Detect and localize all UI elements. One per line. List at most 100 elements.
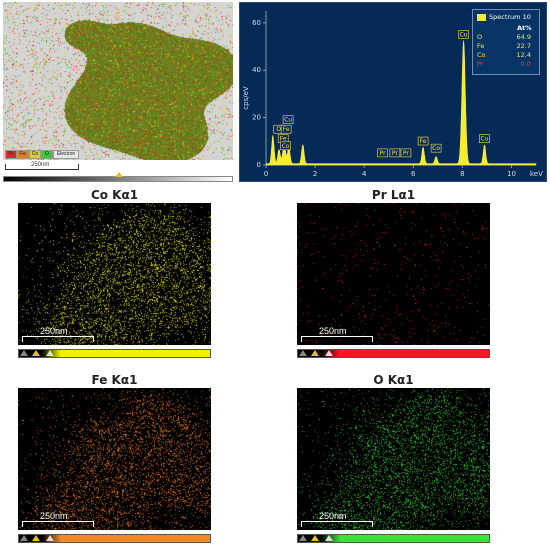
composition-element: Fe: [477, 42, 485, 50]
spectrum-x-tick-label: 2: [313, 170, 317, 178]
colorbar-min-marker-co[interactable]: [20, 350, 28, 356]
peak-label-co[interactable]: Co: [280, 141, 291, 151]
peak-label-text: Fe: [283, 126, 290, 133]
composite-scalebar: [5, 164, 79, 170]
colorbar-mid-marker-o[interactable]: [311, 535, 319, 541]
colorbar-max-marker-o[interactable]: [325, 535, 333, 541]
colorbar-max-marker-co[interactable]: [46, 350, 54, 356]
peak-label-text: Fe: [280, 136, 287, 143]
composite-scale-label: 250nm: [31, 162, 50, 168]
scalebar-pr: [301, 336, 373, 342]
spectrum-x-tick-label: 6: [411, 170, 416, 178]
composition-row-pr: Pr 0.0: [477, 60, 535, 69]
peak-label-box: [377, 148, 388, 158]
peak-label-fe[interactable]: Fe: [417, 136, 429, 146]
peak-label-fe[interactable]: Fe: [280, 124, 292, 134]
map-image-o[interactable]: 250nm: [297, 388, 490, 530]
colorbar-max-marker-pr[interactable]: [325, 350, 333, 356]
spectrum-y-tick-label: 40: [252, 66, 261, 74]
peak-label-box: [280, 124, 292, 134]
composition-value: 64.9: [516, 33, 531, 41]
composite-scalebar-area: 250nm: [3, 162, 233, 174]
colorbar-max-marker-fe[interactable]: [46, 535, 54, 541]
spectrum-legend-swatch: [477, 14, 486, 21]
peak-label-text: Pr: [392, 150, 399, 157]
peak-label-text: Pr: [403, 150, 410, 157]
peak-label-pr[interactable]: Pr: [377, 148, 388, 158]
colorbar-min-marker-pr[interactable]: [299, 350, 307, 356]
spectrum-y-axis-label: cps/eV: [242, 86, 250, 110]
element-map-co: Co Kα1 250nm: [18, 188, 211, 360]
colorbar-min-marker-fe[interactable]: [20, 535, 28, 541]
peak-label-text: Cu: [460, 31, 468, 38]
composition-element: Pr: [477, 60, 484, 68]
map-image-co[interactable]: 250nm: [18, 203, 211, 345]
colorbar-o: [297, 534, 490, 543]
composite-colorbar-marker[interactable]: [115, 172, 123, 177]
element-map-o: O Kα1 250nm: [297, 373, 490, 545]
composition-row-fe: Fe 22.7: [477, 42, 535, 51]
peak-label-text: Co: [432, 145, 440, 152]
spectrum-x-tick-label: 4: [362, 170, 367, 178]
colorbar-mid-marker-fe[interactable]: [32, 535, 40, 541]
peak-label-pr[interactable]: Pr: [400, 148, 412, 158]
peak-label-box: [282, 115, 294, 125]
eds-spectrum-panel: 0 20 40 60 0 2 4 6 8 10 cps/eV keV Cu O Fe Fe Co Pr Pr Pr Fe…: [239, 2, 547, 182]
peak-label-text: Fe: [420, 138, 427, 145]
scalebar-fe: [22, 521, 94, 527]
peak-label-box: [430, 143, 442, 153]
composition-value: 22.7: [516, 42, 531, 50]
legend-chip-o[interactable]: O: [41, 150, 53, 159]
peak-label-cu[interactable]: Cu: [479, 134, 490, 143]
composition-row-co: Co 12.4: [477, 51, 535, 60]
map-image-pr[interactable]: 250nm: [297, 203, 490, 345]
peak-label-fe[interactable]: Fe: [277, 134, 289, 143]
spectrum-x-tick-label: 10: [507, 170, 516, 178]
scale-label-o: 250nm: [319, 511, 347, 521]
legend-chip-pr[interactable]: Pr: [5, 150, 17, 159]
peak-label-box: [479, 134, 490, 143]
legend-chip-fe[interactable]: Fe: [17, 150, 29, 159]
peak-label-box: [389, 148, 401, 158]
legend-chip-co[interactable]: Co: [29, 150, 41, 159]
peak-label-co[interactable]: Co: [430, 143, 442, 153]
peak-label-box: [417, 136, 429, 146]
colorbar-mid-marker-pr[interactable]: [311, 350, 319, 356]
peak-label-text: O: [276, 126, 281, 133]
peak-label-box: [400, 148, 412, 158]
scale-label-fe: 250nm: [40, 511, 68, 521]
map-image-fe[interactable]: 250nm: [18, 388, 211, 530]
colorbar-pr: [297, 349, 490, 358]
peak-label-cu[interactable]: Cu: [458, 30, 469, 39]
spectrum-legend-header: At%: [517, 24, 532, 32]
composition-value: 0.0: [520, 60, 531, 68]
spectrum-x-axis-label: keV: [530, 170, 543, 178]
peak-label-pr[interactable]: Pr: [389, 148, 401, 158]
spectrum-y-tick-label: 60: [252, 19, 261, 27]
composite-map-image[interactable]: [3, 2, 233, 160]
scalebar-co: [22, 336, 94, 342]
spectrum-y-tick-label: 20: [252, 114, 261, 122]
peak-label-cu[interactable]: Cu: [282, 115, 294, 125]
colorbar-fe: [18, 534, 211, 543]
peak-label-box: [458, 30, 469, 39]
spectrum-legend: Spectrum 10 At% O 64.9 Fe 22.7 Co 12.4 Pr 0…: [472, 9, 540, 75]
scale-label-co: 250nm: [40, 326, 68, 336]
colorbar-mid-marker-co[interactable]: [32, 350, 40, 356]
spectrum-y-tick-label: 0: [257, 161, 261, 169]
peak-label-text: Cu: [480, 136, 488, 143]
scale-label-pr: 250nm: [319, 326, 347, 336]
element-map-fe: Fe Kα1 250nm: [18, 373, 211, 545]
colorbar-min-marker-o[interactable]: [299, 535, 307, 541]
peak-label-box: [280, 141, 291, 151]
composition-row-o: O 64.9: [477, 33, 535, 42]
legend-chip-electron[interactable]: Electron: [53, 150, 79, 159]
composition-element: Co: [477, 51, 486, 59]
spectrum-series-fill: [265, 40, 537, 166]
map-title-pr: Pr Lα1: [371, 188, 416, 202]
colorbar-co: [18, 349, 211, 358]
peak-label-text: Pr: [380, 150, 387, 157]
peak-label-text: Cu: [284, 117, 292, 124]
spectrum-x-tick-label: 8: [460, 170, 464, 178]
